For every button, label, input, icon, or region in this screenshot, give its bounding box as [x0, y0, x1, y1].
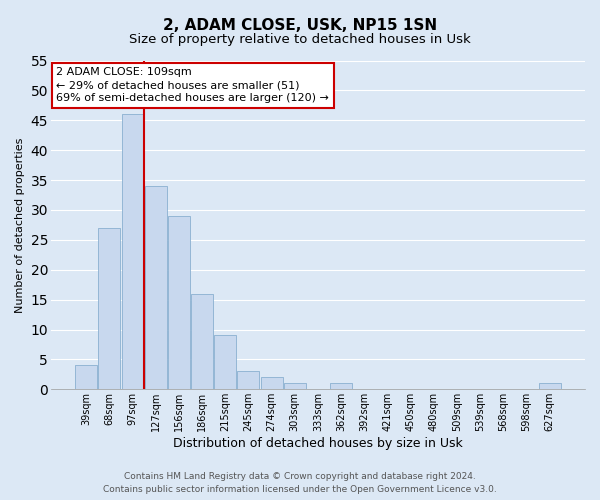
Bar [191, 294, 213, 390]
Text: 2, ADAM CLOSE, USK, NP15 1SN: 2, ADAM CLOSE, USK, NP15 1SN [163, 18, 437, 32]
Text: Size of property relative to detached houses in Usk: Size of property relative to detached ho… [129, 32, 471, 46]
Bar [75, 366, 97, 390]
Bar [168, 216, 190, 390]
Text: Contains HM Land Registry data © Crown copyright and database right 2024.
Contai: Contains HM Land Registry data © Crown c… [103, 472, 497, 494]
X-axis label: Distribution of detached houses by size in Usk: Distribution of detached houses by size … [173, 437, 463, 450]
Bar [238, 372, 259, 390]
Bar [122, 114, 143, 390]
Text: 2 ADAM CLOSE: 109sqm
← 29% of detached houses are smaller (51)
69% of semi-detac: 2 ADAM CLOSE: 109sqm ← 29% of detached h… [56, 67, 329, 104]
Bar [145, 186, 167, 390]
Bar [98, 228, 121, 390]
Bar [214, 336, 236, 390]
Y-axis label: Number of detached properties: Number of detached properties [15, 137, 25, 312]
Bar [284, 384, 306, 390]
Bar [260, 378, 283, 390]
Bar [330, 384, 352, 390]
Bar [539, 384, 561, 390]
